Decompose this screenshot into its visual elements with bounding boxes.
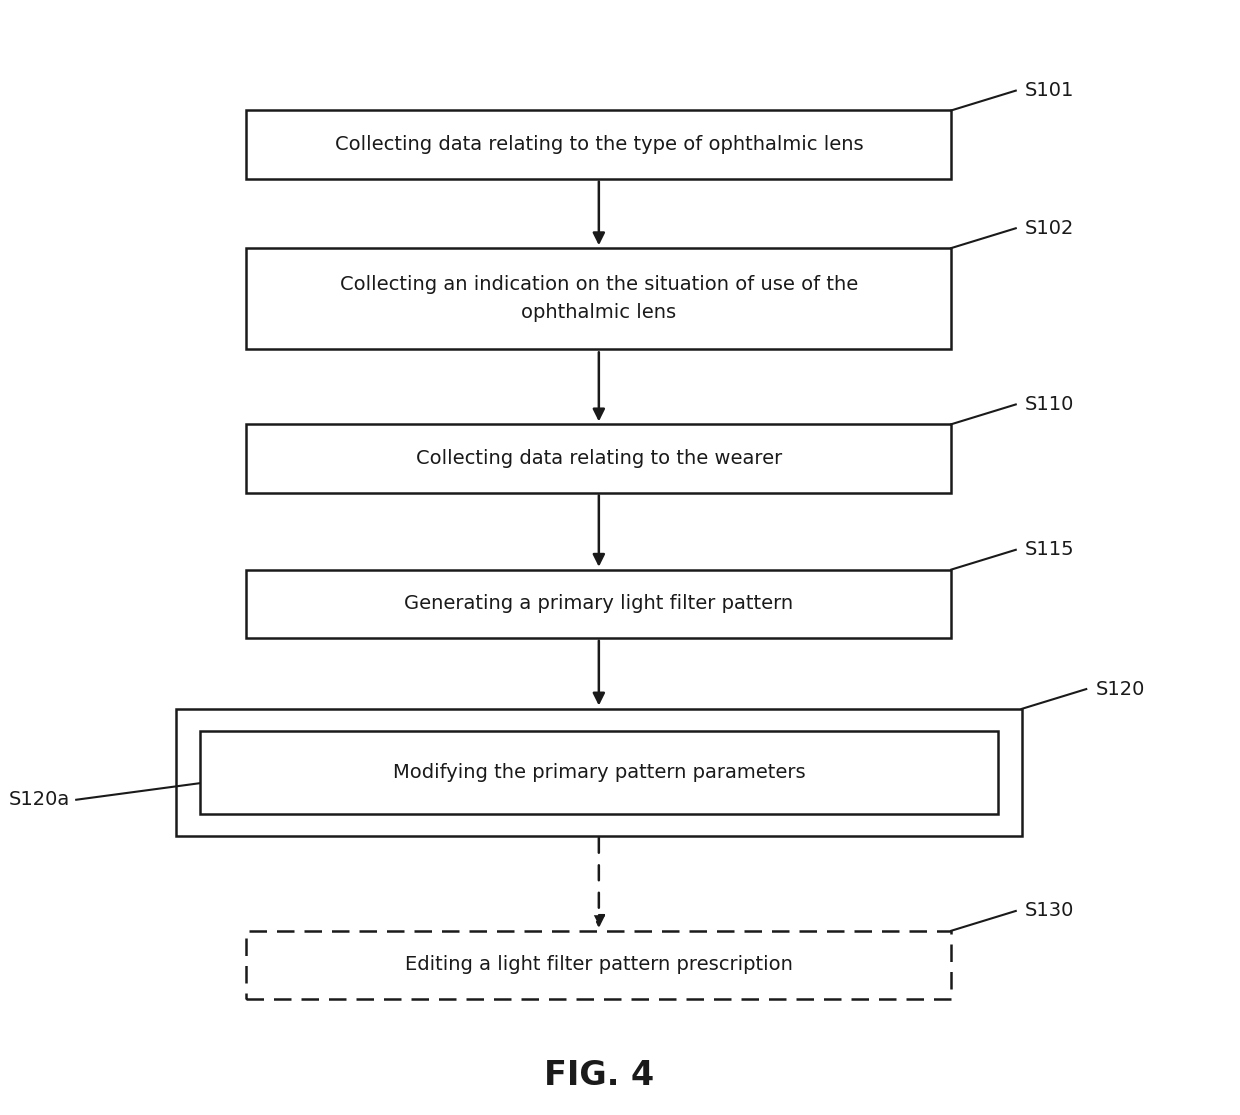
Text: S101: S101 (1025, 81, 1075, 100)
Text: Generating a primary light filter pattern: Generating a primary light filter patter… (404, 594, 794, 613)
Text: S120: S120 (1096, 679, 1145, 699)
Bar (200, 731, 998, 814)
Text: FIG. 4: FIG. 4 (544, 1058, 653, 1092)
Text: S115: S115 (1025, 541, 1075, 560)
Text: Collecting data relating to the wearer: Collecting data relating to the wearer (415, 449, 782, 468)
Bar (176, 709, 1022, 835)
Text: S120a: S120a (9, 791, 71, 809)
Text: Editing a light filter pattern prescription: Editing a light filter pattern prescript… (405, 956, 792, 975)
Text: S130: S130 (1025, 901, 1075, 921)
Text: Collecting an indication on the situation of use of the
ophthalmic lens: Collecting an indication on the situatio… (340, 275, 858, 322)
Bar (247, 110, 951, 178)
Bar (247, 249, 951, 349)
Bar (247, 931, 951, 999)
Text: S110: S110 (1025, 395, 1075, 414)
Text: S102: S102 (1025, 219, 1075, 237)
Text: Collecting data relating to the type of ophthalmic lens: Collecting data relating to the type of … (335, 135, 863, 154)
Bar (247, 425, 951, 493)
Text: Modifying the primary pattern parameters: Modifying the primary pattern parameters (393, 763, 805, 782)
Bar (247, 570, 951, 638)
